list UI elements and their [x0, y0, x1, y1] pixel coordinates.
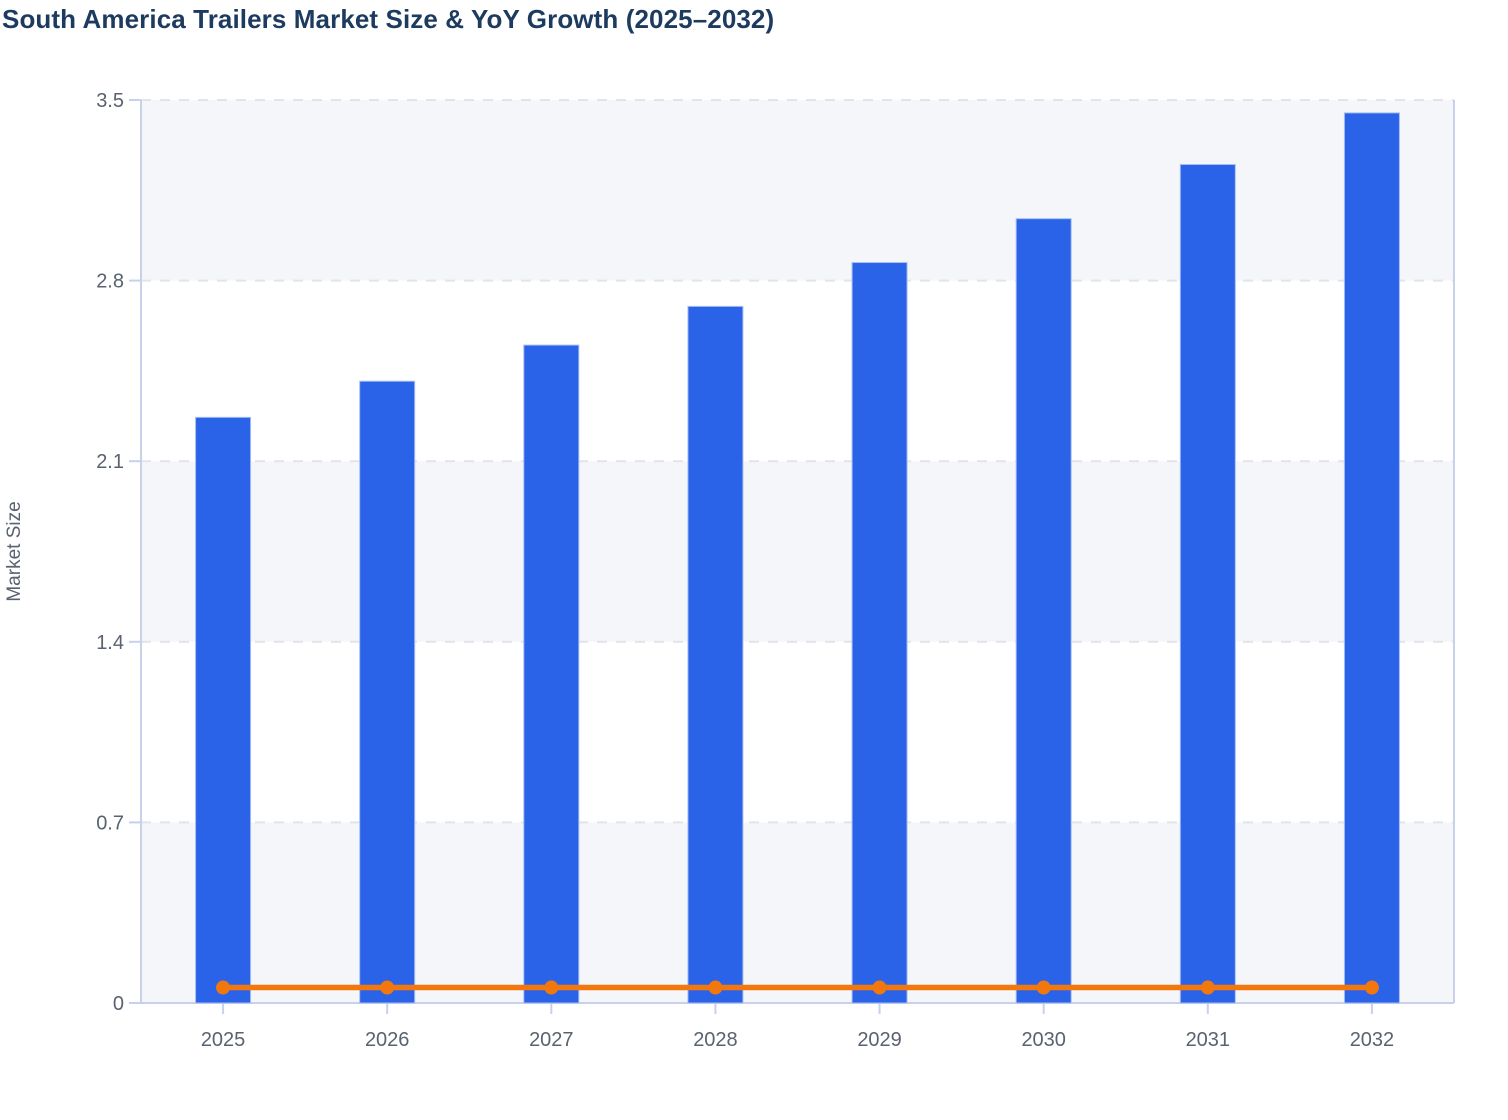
plot-band: [141, 100, 1454, 281]
yoy-marker-2032[interactable]: [1364, 980, 1379, 995]
y-tick-label: 0: [113, 993, 124, 1015]
x-tick-label: 2025: [201, 1029, 246, 1051]
plot-band: [141, 461, 1454, 642]
y-tick-label: 0.7: [96, 812, 124, 834]
y-tick-label: 3.5: [96, 90, 124, 112]
x-tick-label: 2028: [693, 1029, 738, 1051]
bar-2031[interactable]: [1179, 164, 1236, 1004]
bar-2027[interactable]: [523, 344, 580, 1004]
chart-title: South America Trailers Market Size & YoY…: [2, 4, 775, 34]
x-tick-label: 2032: [1350, 1029, 1395, 1051]
x-tick-label: 2029: [857, 1029, 902, 1051]
bar-2029[interactable]: [851, 262, 908, 1004]
y-axis-title: Market Size: [4, 501, 25, 601]
bar-2026[interactable]: [359, 380, 416, 1004]
yoy-marker-2026[interactable]: [380, 980, 395, 995]
bar-2032[interactable]: [1343, 112, 1400, 1004]
yoy-marker-2027[interactable]: [544, 980, 559, 995]
y-tick-label: 1.4: [96, 632, 124, 654]
yoy-marker-2030[interactable]: [1036, 980, 1051, 995]
yoy-marker-2031[interactable]: [1200, 980, 1215, 995]
x-tick-label: 2027: [529, 1029, 574, 1051]
yoy-marker-2029[interactable]: [872, 980, 887, 995]
x-tick-label: 2026: [365, 1029, 410, 1051]
plot-band: [141, 280, 1454, 462]
y-tick-label: 2.8: [96, 271, 124, 293]
x-tick-label: 2030: [1021, 1029, 1066, 1051]
plot-band: [141, 641, 1454, 823]
y-tick-label: 2.1: [96, 451, 124, 473]
bar-2028[interactable]: [687, 305, 744, 1004]
bar-2030[interactable]: [1015, 218, 1072, 1004]
plot-band: [141, 822, 1454, 1003]
bar-2025[interactable]: [195, 416, 252, 1004]
x-tick-label: 2031: [1186, 1029, 1231, 1051]
yoy-marker-2028[interactable]: [708, 980, 723, 995]
yoy-marker-2025[interactable]: [216, 980, 231, 995]
